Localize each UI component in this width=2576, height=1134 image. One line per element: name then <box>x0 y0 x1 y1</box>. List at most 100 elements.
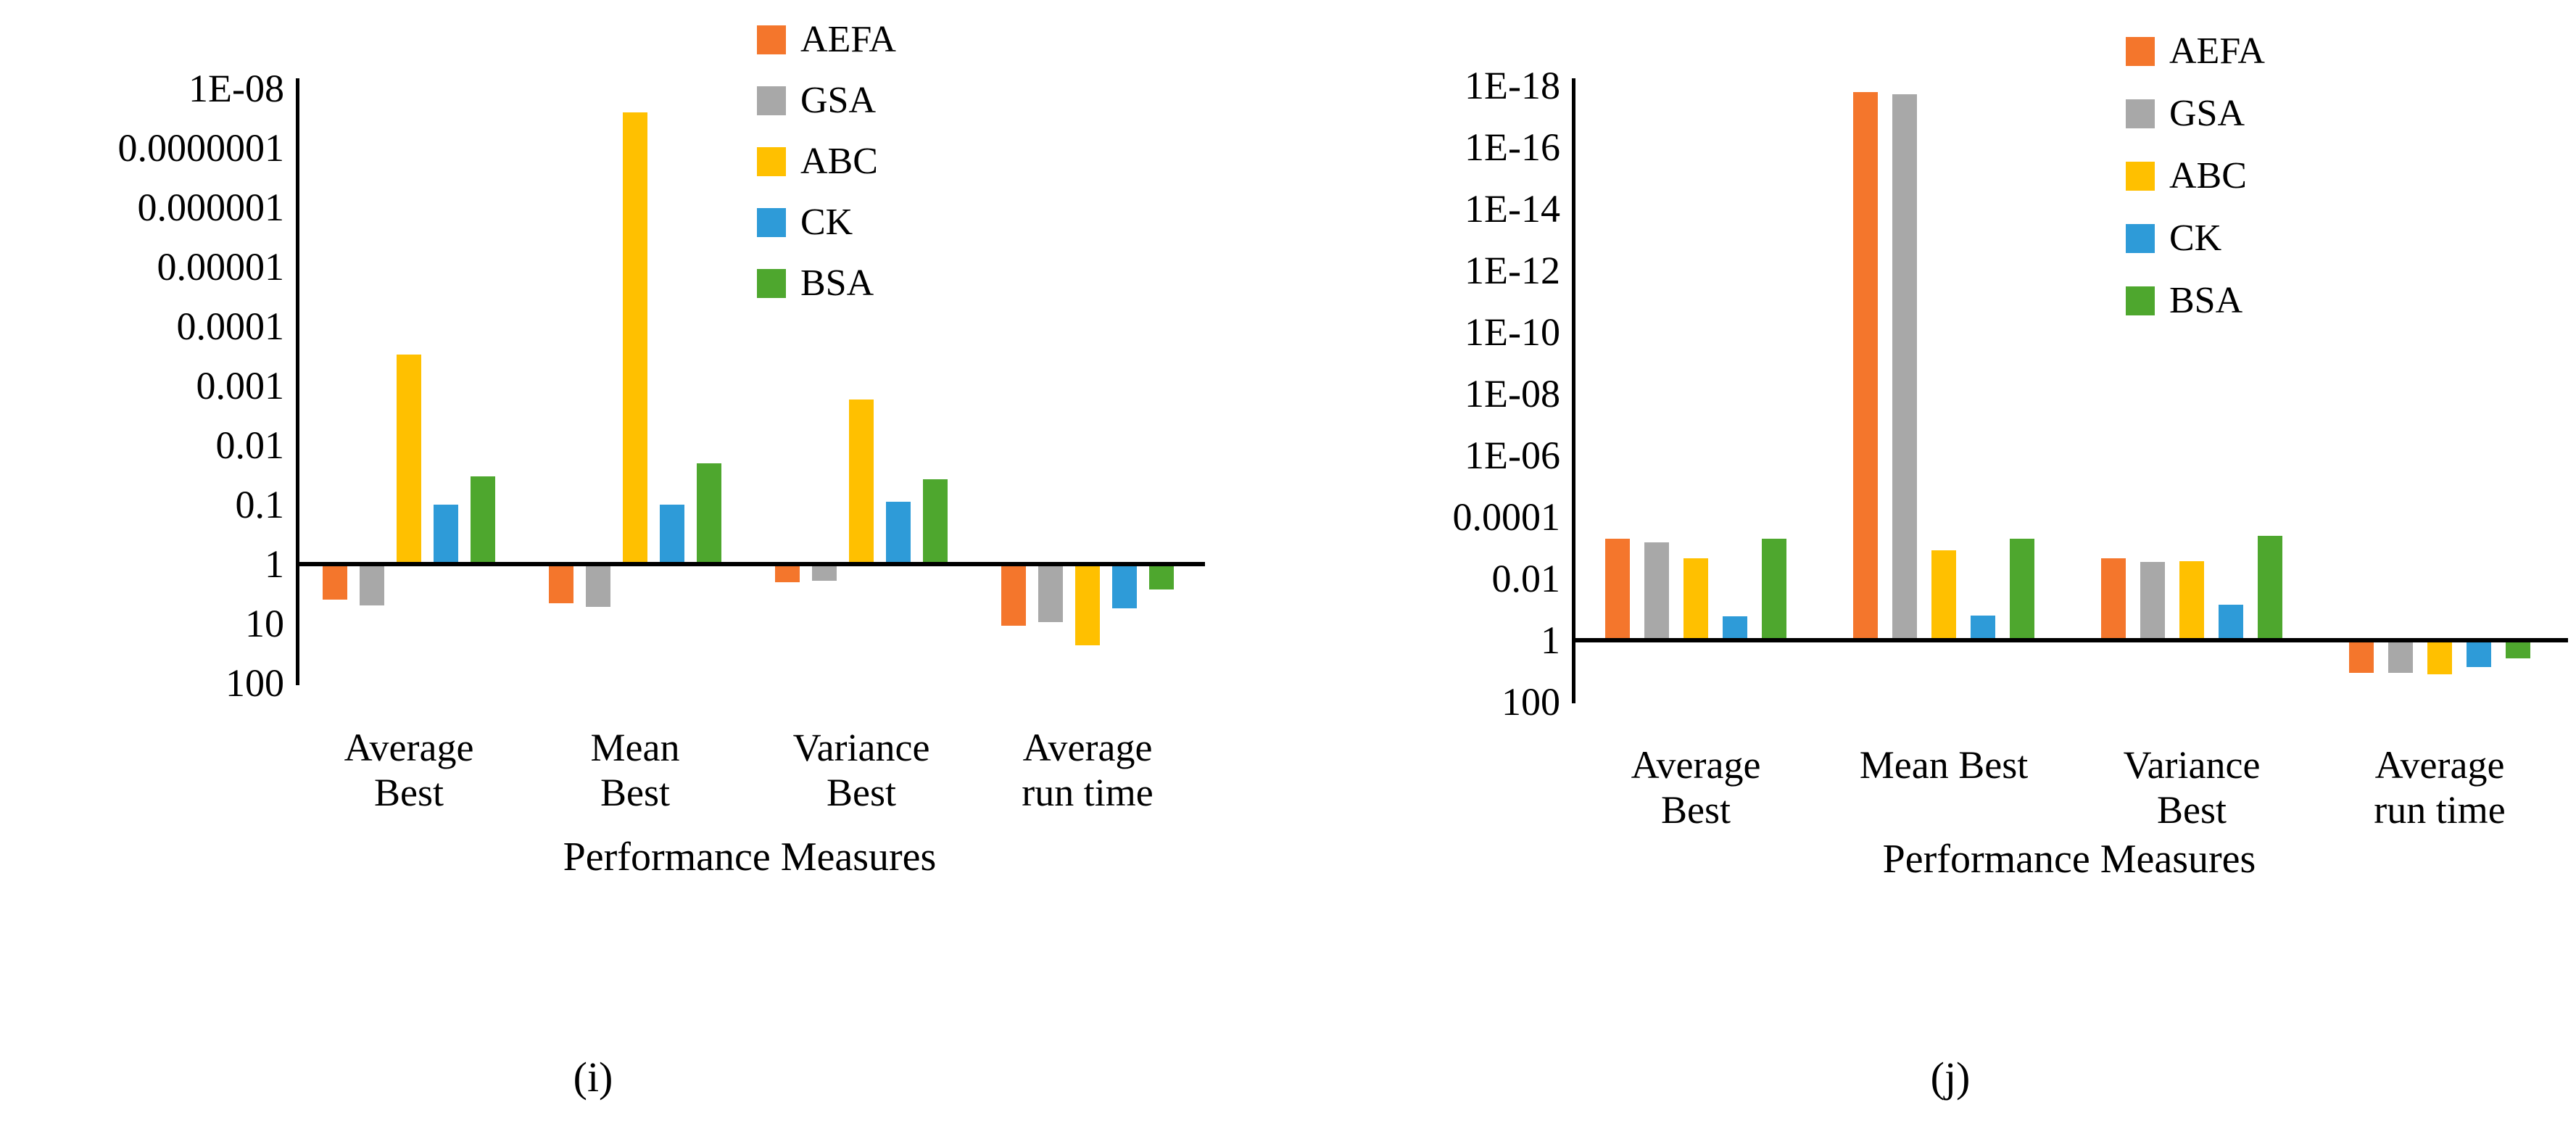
bar-BSA-1 <box>471 476 495 564</box>
panel-caption-j: (j) <box>1930 1054 1971 1101</box>
panel-caption-i: (i) <box>573 1054 613 1101</box>
bar-BSA-2 <box>2010 539 2034 641</box>
category-label-line: Average <box>2374 743 2505 787</box>
category-label: Average run time <box>974 725 1201 815</box>
legend-swatch-CK <box>2126 224 2155 253</box>
category-label: Mean Best <box>1820 742 2068 787</box>
y-tick-label: 0.00001 <box>157 245 285 289</box>
category-label-line: Best <box>826 771 896 814</box>
legend-item-AEFA: AEFA <box>2126 33 2265 70</box>
y-tick-label: 100 <box>225 661 284 705</box>
legend-item-CK: CK <box>2126 220 2221 257</box>
y-tick-label: 1 <box>1541 618 1560 662</box>
category-label: Average run time <box>2316 742 2564 832</box>
legend-label-AEFA: AEFA <box>800 19 896 60</box>
legend-item-BSA: BSA <box>757 265 874 302</box>
legend-label-CK: CK <box>2169 218 2222 259</box>
category-label-line: Variance <box>2123 743 2261 787</box>
category-label-line: Best <box>2156 788 2227 832</box>
legend-item-BSA: BSA <box>2126 282 2242 320</box>
x-axis-title-j: Performance Measures <box>1882 837 2256 882</box>
bar-AEFA-1 <box>1605 538 1630 640</box>
category-label: Average Best <box>1572 742 1820 832</box>
legend-item-GSA: GSA <box>2126 95 2245 133</box>
bar-ABC-2 <box>623 112 647 564</box>
bar-GSA-4 <box>1038 564 1063 622</box>
bar-AEFA-2 <box>1853 91 1878 640</box>
bar-AEFA-4 <box>1001 564 1026 626</box>
category-label-line: Average <box>1022 726 1153 769</box>
y-tick-label: 0.0001 <box>1452 495 1561 539</box>
legend-label-ABC: ABC <box>800 141 878 182</box>
legend-label-BSA: BSA <box>800 262 874 304</box>
x-axis-title-i: Performance Measures <box>563 835 937 880</box>
legend-swatch-GSA <box>2126 99 2155 128</box>
y-tick-label: 1E-14 <box>1465 187 1560 231</box>
legend-item-ABC: ABC <box>757 143 878 181</box>
bar-GSA-2 <box>1892 94 1917 640</box>
bar-CK-2 <box>660 505 684 564</box>
bar-ABC-4 <box>1075 564 1100 645</box>
y-tick-label: 10 <box>245 602 284 645</box>
bar-GSA-3 <box>2140 562 2165 641</box>
category-label-line: Variance <box>792 726 930 769</box>
bar-BSA-1 <box>1762 538 1786 640</box>
legend-swatch-ABC <box>2126 162 2155 191</box>
category-label-line: Best <box>373 771 444 814</box>
y-tick-label: 0.1 <box>235 483 285 526</box>
bar-ABC-2 <box>1931 550 1956 640</box>
bar-ABC-4 <box>2427 640 2452 674</box>
bar-ABC-1 <box>397 355 421 565</box>
bar-CK-4 <box>2467 640 2491 667</box>
bar-AEFA-3 <box>775 564 800 582</box>
y-tick-label: 1E-16 <box>1465 125 1560 169</box>
bar-GSA-1 <box>1644 542 1669 640</box>
bar-CK-3 <box>886 502 911 565</box>
bar-BSA-3 <box>923 479 948 564</box>
legend-label-GSA: GSA <box>800 80 877 121</box>
y-tick-label: 1E-10 <box>1465 310 1560 354</box>
bar-AEFA-4 <box>2349 640 2374 673</box>
bar-ABC-1 <box>1683 558 1708 641</box>
y-tick-label: 0.001 <box>196 364 285 407</box>
bar-BSA-2 <box>697 463 721 564</box>
bar-CK-4 <box>1112 564 1137 608</box>
x-axis-baseline <box>1572 638 2568 642</box>
y-tick-label: 0.0000001 <box>117 126 285 170</box>
category-label-line: Average <box>1631 743 1761 787</box>
y-tick-label: 0.01 <box>1491 557 1561 600</box>
bar-GSA-4 <box>2388 640 2413 673</box>
y-tick-label: 1 <box>265 542 284 586</box>
y-tick-label: 0.0001 <box>176 305 285 348</box>
bar-AEFA-1 <box>323 564 347 600</box>
category-label-line: Average <box>344 726 474 769</box>
legend-label-BSA: BSA <box>2169 280 2243 321</box>
legend-swatch-BSA <box>757 269 786 298</box>
category-label: Average Best <box>296 725 522 815</box>
y-tick-label: 1E-08 <box>189 67 284 110</box>
bar-BSA-3 <box>2258 535 2282 640</box>
y-tick-label: 1E-12 <box>1465 249 1560 292</box>
bar-CK-3 <box>2219 604 2243 640</box>
legend-swatch-AEFA <box>757 25 786 54</box>
category-label-line: Mean Best <box>1859 743 2029 787</box>
bar-AEFA-3 <box>2101 558 2126 641</box>
legend-item-AEFA: AEFA <box>757 21 896 59</box>
y-tick-label: 0.01 <box>215 423 285 467</box>
category-label: Variance Best <box>2068 742 2316 832</box>
bar-AEFA-2 <box>549 564 573 603</box>
bar-GSA-2 <box>586 564 610 607</box>
category-label-line: Best <box>1660 788 1731 832</box>
y-tick-label: 0.000001 <box>137 186 285 229</box>
legend-item-GSA: GSA <box>757 82 876 120</box>
y-tick-label: 100 <box>1502 680 1560 724</box>
category-label: Variance Best <box>748 725 974 815</box>
bar-BSA-4 <box>1149 564 1174 589</box>
legend-label-GSA: GSA <box>2169 93 2245 134</box>
bar-GSA-3 <box>812 564 837 581</box>
y-tick-label: 1E-08 <box>1465 372 1560 415</box>
legend-swatch-GSA <box>757 86 786 115</box>
bar-CK-2 <box>1971 616 1995 641</box>
legend-item-ABC: ABC <box>2126 157 2247 195</box>
